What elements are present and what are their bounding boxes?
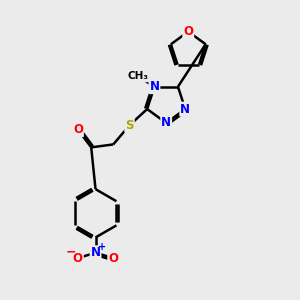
- Text: CH₃: CH₃: [128, 71, 149, 81]
- Text: O: O: [108, 252, 118, 265]
- Text: −: −: [66, 246, 76, 259]
- Text: +: +: [98, 242, 106, 253]
- Text: N: N: [149, 80, 159, 93]
- Text: O: O: [73, 123, 83, 136]
- Text: O: O: [73, 252, 83, 265]
- Text: N: N: [180, 103, 190, 116]
- Text: S: S: [125, 119, 134, 132]
- Text: N: N: [91, 246, 100, 259]
- Text: O: O: [183, 25, 193, 38]
- Text: N: N: [161, 116, 171, 129]
